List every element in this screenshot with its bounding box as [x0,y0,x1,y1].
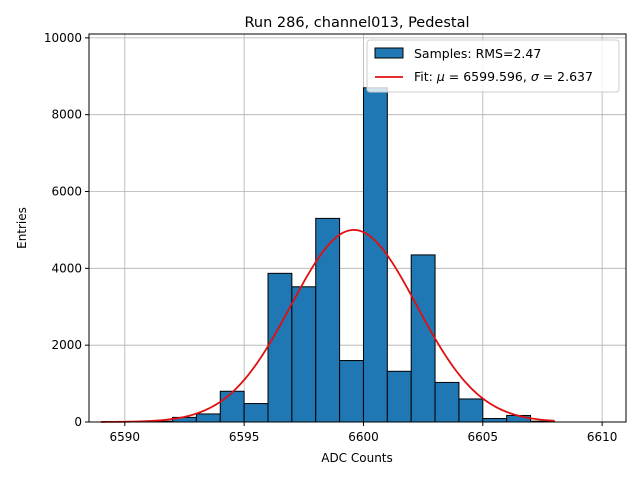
histogram-bar [410,254,436,423]
histogram-bar [267,272,293,423]
y-tick-label: 4000 [51,261,82,275]
histogram-bar [219,390,245,423]
histogram-bar [482,418,508,423]
legend: Samples: RMS=2.47 Fit: μ = 6599.596, σ =… [366,39,620,93]
legend-fit-label: Fit: μ = 6599.596, σ = 2.637 [414,69,593,84]
y-axis-ticks: 0 2000 4000 6000 8000 10000 [44,31,89,429]
plot-frame [88,33,627,423]
x-axis-ticks: 6590 6595 6600 6605 6610 [110,422,618,444]
fit-curve-layer [100,229,555,423]
fit-curve [100,229,555,423]
histogram-bar [291,286,317,423]
y-tick-label: 6000 [51,185,82,199]
legend-fit-mu-symbol: μ [436,69,445,84]
histogram-bar [386,370,412,423]
y-tick-label: 8000 [51,108,82,122]
y-tick-label: 10000 [44,31,82,45]
histogram-bar [458,398,484,423]
legend-fit-sigma-value: = 2.637 [539,69,593,84]
histogram-bar [243,403,269,423]
chart-title: Run 286, channel013, Pedestal [244,15,469,31]
histogram-bars [148,87,555,423]
y-axis-label: Entries [15,207,29,249]
legend-fit-prefix: Fit: [414,69,437,84]
y-tick-label: 0 [74,415,82,429]
x-tick-label: 6590 [110,430,141,444]
x-axis-label: ADC Counts [321,451,393,465]
legend-samples-swatch [374,47,404,59]
histogram-bar [315,217,341,423]
x-tick-label: 6600 [348,430,379,444]
legend-fit-sigma-symbol: σ [531,69,540,84]
y-tick-label: 2000 [51,338,82,352]
legend-box [366,39,620,93]
histogram-bar [434,381,460,423]
legend-fit-mu-value: = 6599.596, [445,69,531,84]
histogram-bar [339,360,364,423]
histogram-bar [195,413,221,423]
histogram-bar [362,87,388,423]
x-tick-label: 6605 [468,430,499,444]
x-tick-label: 6610 [587,430,618,444]
legend-samples-label: Samples: RMS=2.47 [414,46,541,61]
x-tick-label: 6595 [229,430,260,444]
